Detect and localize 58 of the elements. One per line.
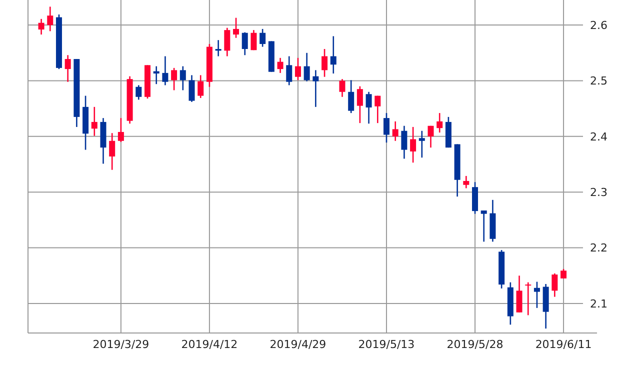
- candlestick: [383, 112, 390, 144]
- candlestick: [64, 54, 71, 83]
- candlestick: [330, 36, 336, 74]
- candlestick: [339, 78, 346, 98]
- candlestick: [153, 66, 160, 85]
- candlestick: [224, 27, 230, 57]
- y-tick-label: 2.2: [590, 242, 608, 255]
- y-tick-label: 2.4: [590, 130, 608, 144]
- candlestick: [401, 125, 408, 160]
- x-tick-label: 2019/5/13: [358, 338, 415, 351]
- candlestick: [109, 132, 116, 170]
- candlestick: [294, 57, 301, 81]
- candlestick: [118, 117, 124, 143]
- x-tick-label: 2019/4/12: [181, 338, 238, 351]
- candlestick: [215, 39, 222, 57]
- candlestick: [136, 84, 142, 100]
- candlestick: [534, 281, 540, 309]
- candlestick: [428, 125, 434, 148]
- candlestick: [188, 74, 195, 103]
- candlestick: [38, 18, 44, 36]
- candlestick: [374, 95, 381, 124]
- candlestick: [180, 66, 186, 91]
- candlestick: [277, 57, 284, 74]
- candlestick: [250, 29, 257, 51]
- x-tick-label: 2019/3/29: [92, 338, 150, 351]
- candlestick: [552, 272, 558, 298]
- candlestick: [560, 268, 567, 280]
- y-tick-label: 2.1: [590, 297, 608, 310]
- y-tick-label: 2.5: [590, 74, 608, 88]
- candlestick: [322, 48, 328, 78]
- candlestick: [348, 80, 354, 114]
- candlestick: [198, 74, 204, 99]
- candlestick: [436, 112, 443, 134]
- x-tick-label: 2019/6/11: [535, 338, 592, 351]
- candlestick: [312, 70, 319, 108]
- candlestick: [47, 6, 54, 32]
- candlestick: [525, 282, 532, 316]
- x-tick-label: 2019/4/29: [270, 338, 326, 351]
- candlestick: [260, 28, 266, 48]
- y-tick-label: 2.6: [590, 18, 608, 32]
- candlestick: [366, 91, 372, 124]
- candlestick: [392, 120, 398, 142]
- candlestick: [480, 210, 487, 242]
- candlestick: [162, 56, 168, 86]
- candlestick: [410, 126, 416, 164]
- y-tick-label: 2.3: [590, 186, 608, 199]
- candlestick: [233, 17, 240, 39]
- candlestick: [516, 274, 522, 314]
- candlestick: [304, 52, 310, 82]
- candlestick: [472, 181, 478, 214]
- x-tick-label: 2019/5/28: [446, 338, 504, 351]
- candlestick: [463, 175, 470, 189]
- candlestick: [356, 86, 363, 124]
- candlestick: [418, 130, 425, 158]
- candlestick: [242, 32, 248, 56]
- candlestick: [286, 56, 292, 86]
- candlestick: [91, 106, 98, 137]
- candlestick: [171, 67, 178, 91]
